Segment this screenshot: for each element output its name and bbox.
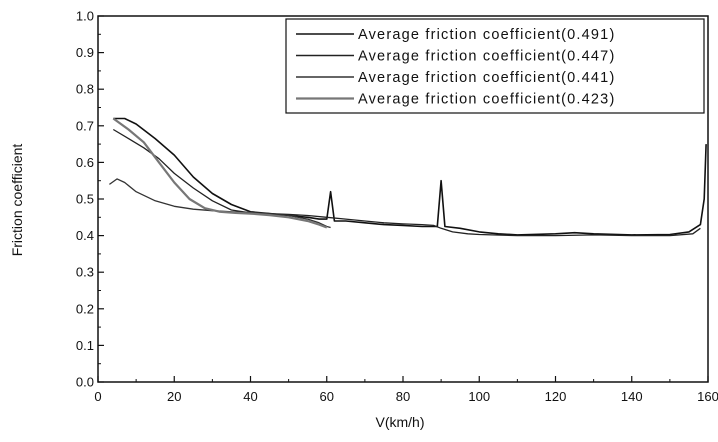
x-tick-label: 20 [167,389,181,404]
legend-label: Average friction coefficient(0.491) [358,27,615,43]
x-tick-label: 0 [94,389,101,404]
y-tick-label: 0.4 [76,228,94,243]
y-tick-label: 0.8 [76,82,94,97]
legend: Average friction coefficient(0.491) Avera… [285,18,705,114]
x-axis-label: V(km/h) [376,414,425,430]
y-tick-label: 1.0 [76,9,94,24]
series-line-4 [112,117,328,229]
y-tick-label: 0.0 [76,375,94,390]
y-tick-label: 0.1 [76,338,94,353]
plot-area: 0.0 0.1 0.2 0.3 0.4 0.5 0.6 0.7 0.8 0.9 1.0 0 20 40 60… [76,9,718,405]
y-tick-label: 0.3 [76,265,94,280]
y-tick-label: 0.9 [76,45,94,60]
x-tick-label: 80 [396,389,410,404]
x-tick-label: 160 [697,389,718,404]
legend-box [285,18,705,114]
legend-label: Average friction coefficient(0.423) [358,92,615,108]
legend-label: Average friction coefficient(0.447) [358,49,615,65]
x-tick-label: 100 [468,389,490,404]
y-tick-label: 0.7 [76,118,94,133]
x-tick-label: 120 [545,389,567,404]
x-tick-label: 40 [243,389,257,404]
series-line-1 [113,117,707,236]
x-tick-label: 60 [320,389,334,404]
y-tick-label: 0.6 [76,155,94,170]
x-tick-label: 140 [621,389,643,404]
y-tick-label: 0.5 [76,192,94,207]
y-axis-label: Friction coefficient [9,144,25,257]
legend-label: Average friction coefficient(0.441) [358,70,615,86]
series-line-2 [112,128,701,237]
y-tick-label: 0.2 [76,301,94,316]
series-line-3 [109,178,331,229]
